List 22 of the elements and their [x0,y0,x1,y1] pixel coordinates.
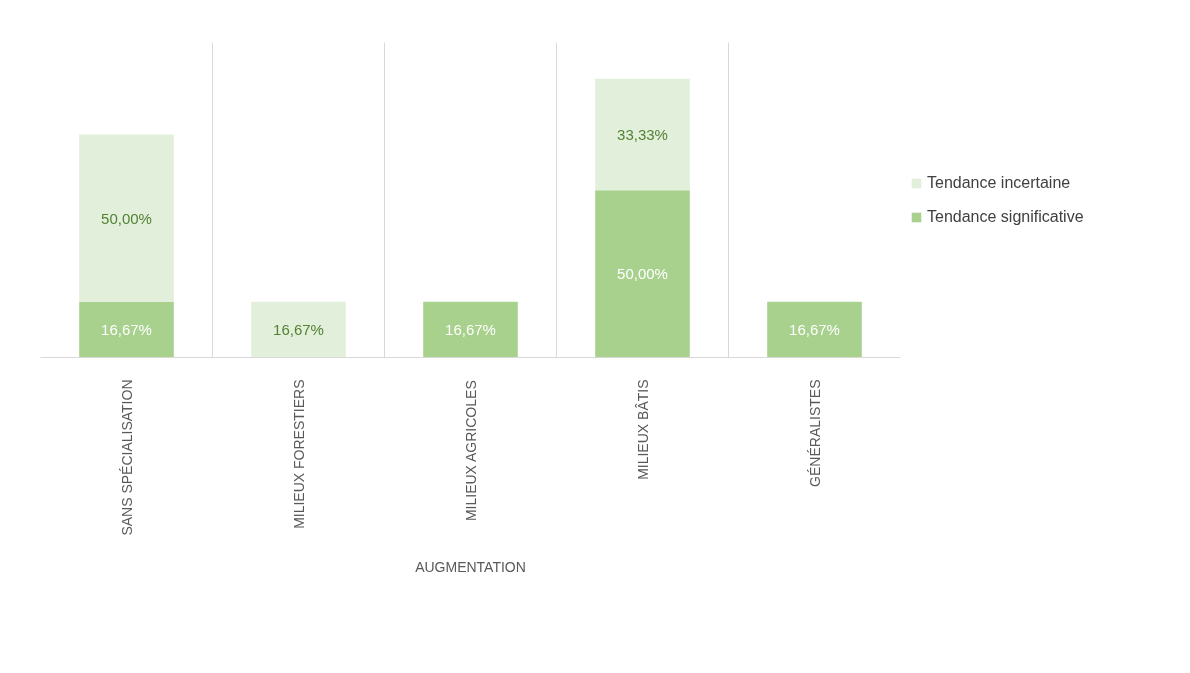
x-tick-label: MILIEUX AGRICOLES [462,380,479,522]
x-tick-label: GÉNÉRALISTES [806,379,823,487]
bar [79,134,174,302]
data-label: 50,00% [617,265,668,283]
data-label: 16,67% [273,321,324,339]
data-label: 50,00% [101,209,152,227]
x-tick-label: MILIEUX FORESTIERS [290,379,307,529]
bar [595,190,690,358]
bar [767,301,862,358]
data-label: 16,67% [445,321,496,339]
bar [79,301,174,358]
x-axis-title: AUGMENTATION [415,558,526,575]
data-label: 33,33% [617,125,668,143]
data-label: 16,67% [789,321,840,339]
bar [423,301,518,358]
legend-label: Tendance incertaine [927,173,1071,192]
legend-label: Tendance significative [927,207,1084,226]
bar [251,301,346,358]
x-tick-label: SANS SPÉCIALISATION [118,379,135,536]
x-tick-label: MILIEUX BÂTIS [634,379,651,480]
bar [595,78,690,191]
data-label: 16,67% [101,321,152,339]
